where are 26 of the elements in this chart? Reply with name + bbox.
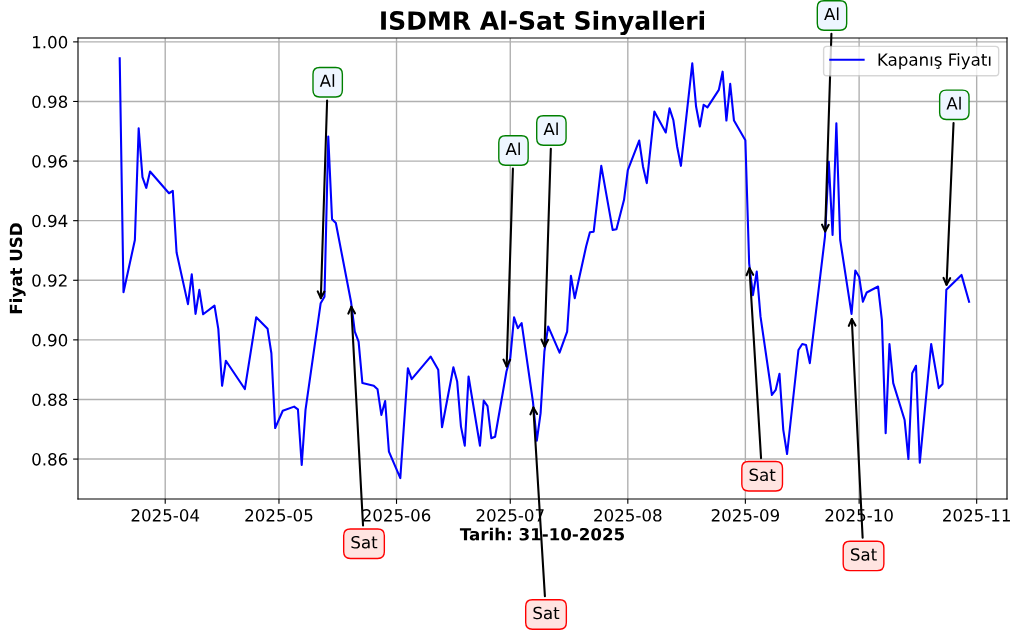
x-tick-label: 2025-08 <box>594 509 662 522</box>
annotation: Al <box>946 96 961 110</box>
y-tick-label: 0.98 <box>32 95 68 109</box>
x-tick-label: 2025-04 <box>131 509 200 522</box>
x-tick-label: 2025-05 <box>245 509 313 522</box>
annotation: Al <box>505 142 520 156</box>
annotation: Al <box>319 74 335 87</box>
y-axis-title: Fiyat USD <box>9 223 26 314</box>
annotation: Sat <box>749 468 776 482</box>
y-tick-label: 0.90 <box>32 333 68 347</box>
chart-title: ISDMR Al-Sat Sinyalleri <box>381 10 705 36</box>
legend-label: Kapanış Fiyatı <box>878 53 991 70</box>
annotation: Al <box>824 7 839 21</box>
y-tick-label: 0.86 <box>32 453 68 466</box>
y-tick-label: 0.94 <box>32 214 68 228</box>
y-tick-label: 1.00 <box>33 35 68 49</box>
annotation: Sat <box>533 606 560 620</box>
annotation: Al <box>543 122 558 136</box>
y-tick-label: 0.96 <box>32 155 68 168</box>
x-tick-label: 2025-11 <box>943 509 1010 522</box>
annotation: Sat <box>850 548 877 561</box>
x-tick-label: 2025-06 <box>362 509 431 522</box>
annotation: Sat <box>351 535 378 549</box>
y-tick-label: 0.88 <box>32 393 68 407</box>
y-tick-label: 0.92 <box>32 274 67 287</box>
x-tick-label: 2025-09 <box>711 509 780 522</box>
